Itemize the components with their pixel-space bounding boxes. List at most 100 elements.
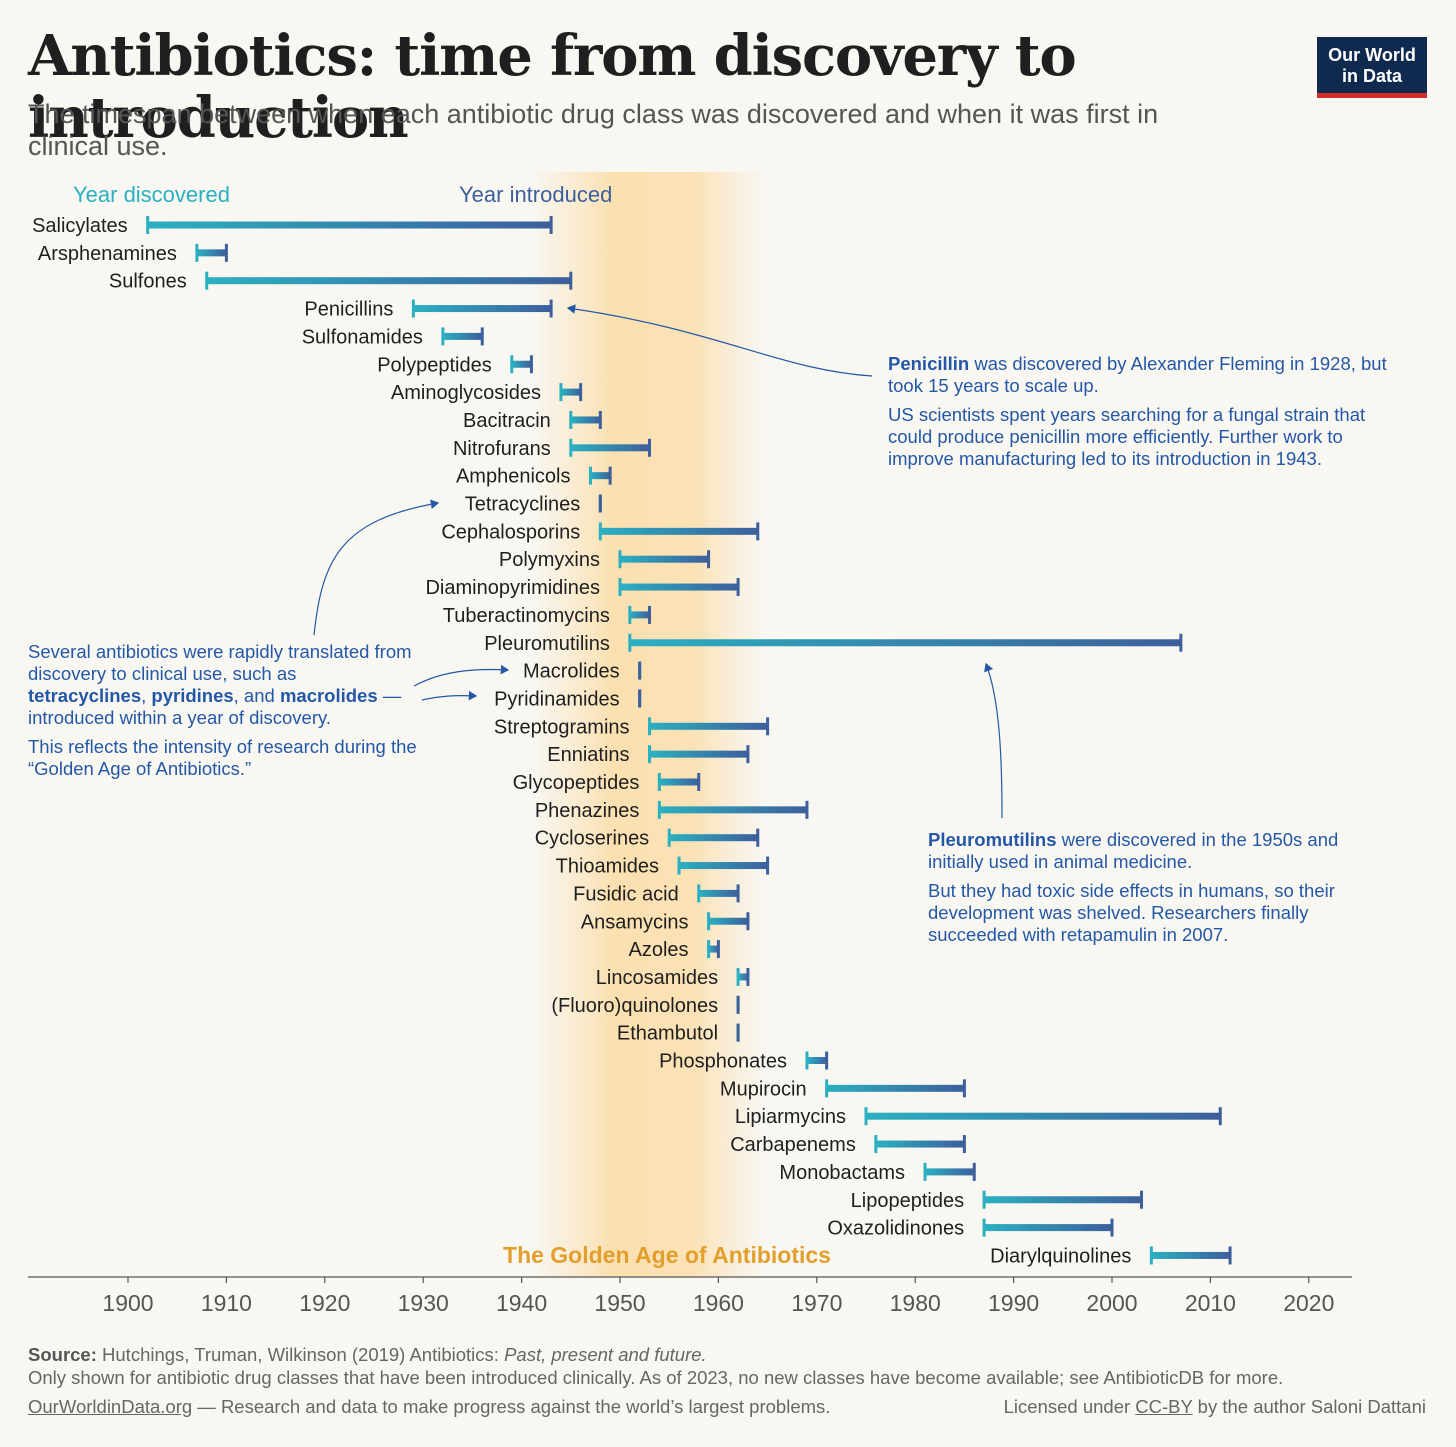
rapid-note-text-a: Several antibiotics were rapidly transla…	[28, 641, 412, 684]
range-bar-row: Mupirocin	[720, 1078, 966, 1100]
range-bar-row: Streptogramins	[494, 716, 770, 738]
range-bar	[1151, 1251, 1231, 1259]
range-bar-row: Enniatins	[547, 744, 750, 766]
x-tick-label: 1940	[496, 1290, 547, 1316]
x-tick-label: 2010	[1185, 1290, 1236, 1316]
row-label: Nitrofurans	[453, 438, 551, 460]
rapid-note-pyridines: pyridines	[151, 685, 234, 706]
source-text: Hutchings, Truman, Wilkinson (2019) Anti…	[96, 1344, 505, 1365]
range-bar	[649, 750, 748, 758]
range-bar-row: Tetracyclines	[465, 494, 602, 516]
range-bar-row: Fusidic acid	[573, 883, 740, 905]
range-bar	[570, 416, 601, 424]
range-bar	[738, 973, 748, 981]
range-bar-row: Polymyxins	[499, 549, 711, 571]
range-bar-row: Ethambutol	[617, 1023, 740, 1045]
range-bar-row: Tuberactinomycins	[443, 605, 652, 627]
range-bar-row: Pleuromutilins	[484, 633, 1183, 655]
x-tick-label: 2000	[1086, 1290, 1137, 1316]
range-bar	[698, 889, 739, 897]
range-bar-row: Macrolides	[523, 661, 642, 683]
row-label: Ethambutol	[617, 1023, 718, 1045]
x-tick-label: 1950	[594, 1290, 645, 1316]
range-bar	[196, 249, 227, 257]
x-tick-label: 1900	[102, 1290, 153, 1316]
row-label: Lipiarmycins	[735, 1106, 846, 1128]
range-bar	[629, 611, 650, 619]
row-label: (Fluoro)quinolones	[551, 995, 718, 1017]
row-label: Enniatins	[547, 744, 629, 766]
row-label: Diarylquinolines	[990, 1245, 1131, 1267]
row-label: Azoles	[629, 939, 689, 961]
rapid-note-sep1: ,	[141, 685, 152, 706]
owid-logo[interactable]: Our World in Data	[1317, 37, 1427, 98]
penicillin-note-bold: Penicillin	[888, 353, 970, 374]
chart-title: Antibiotics: time from discovery to intr…	[28, 23, 1077, 151]
pyridinamides-arrow	[421, 690, 478, 701]
range-bar	[984, 1224, 1112, 1232]
row-label: Sulfonamides	[302, 326, 423, 348]
row-label: Polypeptides	[377, 354, 492, 376]
penicillin-annotation: Penicillin was discovered by Alexander F…	[888, 353, 1388, 477]
row-label: Fusidic acid	[573, 883, 679, 905]
row-label: Macrolides	[523, 661, 620, 683]
range-bar-row: Aminoglycosides	[391, 382, 583, 404]
range-bar	[413, 305, 552, 313]
range-bar-row: Polypeptides	[377, 354, 533, 376]
x-tick-label: 1980	[890, 1290, 941, 1316]
range-bar	[206, 277, 571, 285]
range-bar	[590, 472, 611, 480]
x-tick-label: 1990	[988, 1290, 1039, 1316]
range-bar	[147, 221, 552, 229]
x-tick-label: 1970	[791, 1290, 842, 1316]
footer-owid: OurWorldinData.org — Research and data t…	[28, 1396, 830, 1418]
range-bar	[659, 778, 699, 786]
penicillin-arrow	[566, 304, 873, 377]
logo-line-2: in Data	[1341, 66, 1402, 86]
row-label: Tetracyclines	[465, 494, 581, 516]
pleuromutilins-annotation: Pleuromutilins were discovered in the 19…	[928, 829, 1368, 953]
range-bar-row: Amphenicols	[456, 466, 612, 488]
range-bar	[600, 527, 758, 535]
range-bar-row: Diaminopyrimidines	[425, 577, 740, 599]
footer-note: Only shown for antibiotic drug classes t…	[28, 1367, 1284, 1388]
x-tick-label: 1920	[299, 1290, 350, 1316]
owid-link[interactable]: OurWorldinData.org	[28, 1396, 193, 1417]
row-label: Tuberactinomycins	[443, 605, 610, 627]
rapid-note-text-b: — introduced within a year of discovery.	[28, 685, 402, 728]
row-label: Lincosamides	[596, 967, 718, 989]
range-bars: Salicylates Arsphenamines Sulfones Penicill…	[32, 215, 1232, 1267]
golden-age-label: The Golden Age of Antibiotics	[503, 1242, 831, 1268]
row-label: Cycloserines	[535, 828, 649, 850]
penicillin-note-detail: US scientists spent years searching for …	[888, 404, 1366, 469]
range-bar	[708, 945, 719, 953]
range-bar	[708, 917, 748, 925]
x-tick-label: 1960	[693, 1290, 744, 1316]
row-label: Ansamycins	[581, 911, 689, 933]
range-bar-row: Glycopeptides	[513, 772, 701, 794]
x-tick-label: 1930	[398, 1290, 449, 1316]
cc-by-link[interactable]: CC-BY	[1135, 1396, 1193, 1417]
owid-tagline: — Research and data to make progress aga…	[192, 1396, 831, 1417]
range-bar-row: Pyridinamides	[494, 688, 642, 710]
range-bar-row: Carbapenems	[730, 1134, 966, 1156]
row-label: Oxazolidinones	[827, 1218, 964, 1240]
range-bar-row: Cephalosporins	[441, 521, 760, 543]
range-bar-row: Sulfones	[109, 271, 573, 293]
row-label: Carbapenems	[730, 1134, 856, 1156]
tetracyclines-arrow	[313, 499, 440, 636]
row-label: Bacitracin	[463, 410, 551, 432]
range-bar-row: Thioamides	[556, 856, 770, 878]
range-bar-row: Lipopeptides	[851, 1190, 1144, 1212]
rapid-note-tetracyclines: tetracyclines	[28, 685, 142, 706]
range-bar	[511, 360, 532, 368]
range-bar	[679, 862, 768, 870]
row-label: Sulfones	[109, 271, 187, 293]
range-bar	[984, 1196, 1142, 1204]
legend-year-introduced: Year introduced	[459, 182, 612, 207]
chart-subtitle: The timespan between when each antibioti…	[28, 99, 1159, 161]
range-bar	[620, 583, 739, 591]
row-label: Aminoglycosides	[391, 382, 541, 404]
row-label: Cephalosporins	[441, 521, 580, 543]
range-bar	[669, 834, 758, 842]
